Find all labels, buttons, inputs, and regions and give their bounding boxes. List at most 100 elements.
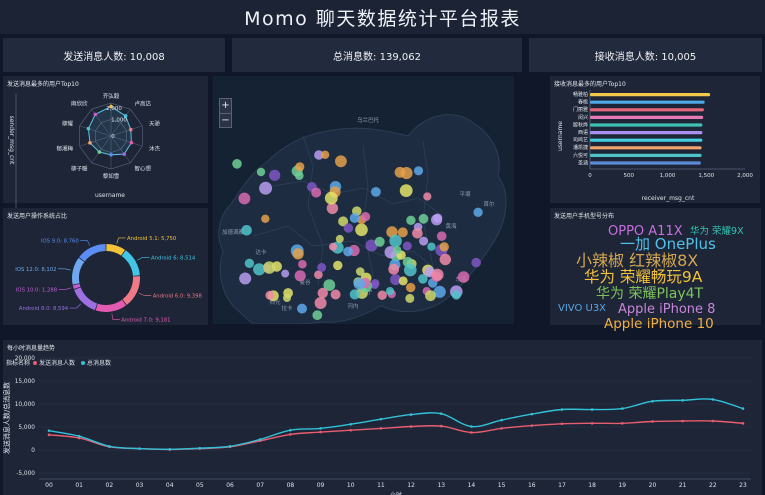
map-point[interactable] (412, 228, 423, 239)
map-point[interactable] (326, 202, 339, 214)
hourly-data-point[interactable] (349, 422, 353, 426)
map-point[interactable] (283, 294, 291, 302)
radar-point[interactable] (122, 152, 126, 156)
hourly-data-point[interactable] (319, 430, 322, 434)
hourly-data-point[interactable] (289, 428, 292, 432)
map-point[interactable] (355, 223, 368, 237)
map-point[interactable] (374, 236, 385, 247)
hourly-data-point[interactable] (349, 428, 353, 432)
map-point[interactable] (349, 213, 360, 223)
map-point[interactable] (238, 192, 251, 205)
map-point[interactable] (256, 167, 266, 177)
map-point[interactable] (371, 187, 381, 197)
map-point[interactable] (431, 268, 444, 281)
map-point[interactable] (404, 263, 417, 277)
receiver-bar[interactable] (590, 108, 704, 112)
map-point[interactable] (232, 159, 242, 169)
map-point[interactable] (244, 258, 255, 268)
radar-point[interactable] (88, 141, 92, 145)
hourly-data-point[interactable] (47, 433, 51, 437)
map-point[interactable] (298, 259, 307, 269)
map-point[interactable] (406, 282, 416, 293)
radar-point[interactable] (97, 150, 102, 154)
china-map[interactable]: 乌兰巴托平壤首尔黄海东海曼谷河内仰光达卡加德满都拉卡南宁 (213, 76, 514, 324)
hourly-data-point[interactable] (741, 422, 745, 425)
map-point[interactable] (349, 289, 360, 300)
map-point[interactable] (394, 166, 406, 178)
map-point[interactable] (390, 274, 402, 286)
os-pie-slice[interactable] (121, 250, 140, 276)
map-point[interactable] (431, 214, 443, 226)
hourly-data-point[interactable] (621, 422, 624, 425)
hourly-data-point[interactable] (228, 445, 232, 448)
hourly-data-point[interactable] (530, 424, 534, 427)
map-point[interactable] (370, 281, 379, 289)
receiver-bar[interactable] (590, 123, 703, 127)
os-pie-slice[interactable] (122, 276, 140, 305)
radar-point[interactable] (86, 126, 91, 131)
map-point[interactable] (314, 297, 327, 309)
map-point[interactable] (406, 215, 416, 225)
map-point[interactable] (330, 289, 341, 300)
map-point[interactable] (338, 216, 349, 227)
map-point[interactable] (317, 287, 328, 299)
map-point[interactable] (425, 290, 436, 302)
map-point[interactable] (377, 290, 387, 300)
hourly-data-point[interactable] (711, 419, 715, 423)
map-point[interactable] (323, 279, 336, 291)
radar-point[interactable] (93, 112, 98, 117)
map-point[interactable] (320, 150, 330, 159)
receiver-bar[interactable] (590, 100, 705, 104)
map-point[interactable] (355, 267, 365, 276)
map-zoom-out-button[interactable]: − (220, 112, 231, 128)
map-point[interactable] (418, 213, 429, 224)
map-point[interactable] (239, 272, 252, 285)
receiver-bar[interactable] (590, 131, 703, 135)
hourly-data-point[interactable] (439, 412, 443, 415)
receiver-bar[interactable] (590, 161, 701, 165)
map-point[interactable] (413, 166, 424, 176)
map-point[interactable] (333, 260, 343, 271)
os-pie-slice[interactable] (95, 299, 127, 312)
map-point[interactable] (261, 214, 270, 223)
hourly-data-point[interactable] (77, 434, 81, 438)
hourly-legend-marker[interactable] (81, 361, 85, 365)
os-pie-slice[interactable] (79, 244, 106, 262)
map-point[interactable] (324, 191, 338, 205)
map-point[interactable] (365, 239, 378, 252)
map-point[interactable] (297, 303, 307, 314)
map-point[interactable] (405, 293, 415, 303)
hourly-data-point[interactable] (590, 408, 594, 411)
map-point[interactable] (353, 278, 366, 290)
hourly-data-point[interactable] (470, 425, 473, 428)
hourly-data-point[interactable] (681, 399, 684, 402)
map-point[interactable] (312, 310, 323, 321)
map-point[interactable] (471, 257, 482, 268)
map-point[interactable] (335, 234, 344, 243)
map-point[interactable] (397, 227, 408, 238)
hourly-data-point[interactable] (530, 412, 534, 416)
hourly-data-point[interactable] (651, 399, 654, 403)
map-point[interactable] (385, 287, 395, 296)
hourly-data-point[interactable] (379, 417, 383, 421)
hourly-data-point[interactable] (711, 398, 715, 401)
map-point[interactable] (451, 290, 461, 300)
hourly-data-point[interactable] (500, 427, 503, 430)
os-pie-slice[interactable] (106, 244, 126, 256)
receiver-bar[interactable] (590, 93, 711, 97)
hourly-data-point[interactable] (560, 422, 564, 426)
hourly-data-point[interactable] (590, 422, 594, 425)
map-point[interactable] (433, 285, 446, 298)
radar-point[interactable] (123, 114, 128, 118)
hourly-data-point[interactable] (198, 446, 202, 450)
map-point[interactable] (399, 184, 413, 197)
map-zoom-in-button[interactable]: + (221, 100, 230, 112)
radar-point[interactable] (128, 127, 133, 132)
hourly-data-point[interactable] (168, 448, 171, 451)
map-point[interactable] (393, 246, 402, 254)
map-point[interactable] (295, 171, 304, 180)
hourly-data-point[interactable] (470, 431, 473, 434)
map-point[interactable] (457, 271, 470, 283)
map-point[interactable] (389, 234, 402, 248)
map-point[interactable] (402, 241, 412, 251)
